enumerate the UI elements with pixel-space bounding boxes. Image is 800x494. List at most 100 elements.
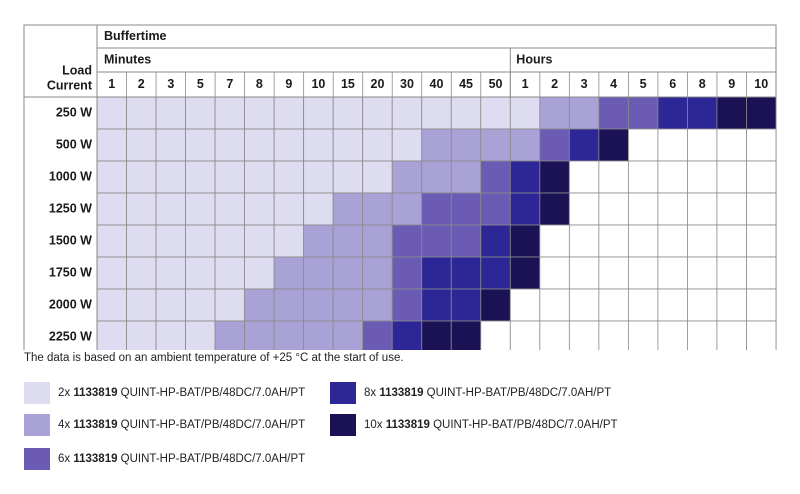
row-label-2: 500 W <box>56 137 92 151</box>
cell-4-21 <box>687 192 718 226</box>
cell-3-22 <box>716 160 747 194</box>
cell-7-23 <box>746 288 777 322</box>
row-label-5: 1500 W <box>49 233 92 247</box>
cell-1-13 <box>450 96 482 130</box>
cell-1-1 <box>96 96 127 130</box>
cell-7-9 <box>332 288 364 322</box>
cell-7-10 <box>362 288 393 322</box>
cell-6-4 <box>185 256 216 290</box>
cell-4-10 <box>362 192 393 226</box>
row-header-load: Load <box>62 63 92 77</box>
cell-2-22 <box>716 128 747 162</box>
col-label-4: 5 <box>197 77 204 91</box>
cell-5-11 <box>391 224 423 258</box>
cell-1-20 <box>657 96 688 130</box>
cell-1-14 <box>480 96 511 130</box>
cell-4-12 <box>421 192 452 226</box>
cell-3-3 <box>155 160 186 194</box>
cell-6-17 <box>568 256 600 290</box>
row-label-6: 1750 W <box>49 265 92 279</box>
legend-swatch-10x <box>330 414 356 436</box>
col-label-14: 50 <box>489 77 503 91</box>
cell-8-2 <box>126 320 157 350</box>
row-label-8: 2250 W <box>49 329 92 343</box>
legend-swatch-2x <box>24 382 50 404</box>
col-label-11: 30 <box>400 77 414 91</box>
cell-5-18 <box>598 224 629 258</box>
cell-3-5 <box>214 160 246 194</box>
cell-1-22 <box>716 96 747 130</box>
cell-7-8 <box>303 288 334 322</box>
cell-1-6 <box>244 96 275 130</box>
cell-6-11 <box>391 256 423 290</box>
col-label-21: 8 <box>699 77 706 91</box>
legend-item-2x: 2x 1133819 QUINT-HP-BAT/PB/48DC/7.0AH/PT <box>24 382 305 404</box>
cell-7-18 <box>598 288 629 322</box>
cell-8-6 <box>244 320 275 350</box>
cell-3-11 <box>391 160 423 194</box>
cell-7-2 <box>126 288 157 322</box>
legend-item-10x: 10x 1133819 QUINT-HP-BAT/PB/48DC/7.0AH/P… <box>330 414 618 436</box>
cell-6-2 <box>126 256 157 290</box>
cell-2-5 <box>214 128 246 162</box>
cell-8-14 <box>480 320 511 350</box>
cell-2-12 <box>421 128 452 162</box>
cell-1-9 <box>332 96 364 130</box>
cell-3-9 <box>332 160 364 194</box>
cell-8-4 <box>185 320 216 350</box>
row-label-1: 250 W <box>56 105 92 119</box>
cell-2-20 <box>657 128 688 162</box>
col-label-7: 9 <box>285 77 292 91</box>
cell-4-6 <box>244 192 275 226</box>
cell-5-8 <box>303 224 334 258</box>
cell-3-13 <box>450 160 482 194</box>
cell-2-16 <box>539 128 570 162</box>
cell-1-15 <box>509 96 541 130</box>
cell-4-16 <box>539 192 570 226</box>
cell-7-12 <box>421 288 452 322</box>
row-label-7: 2000 W <box>49 297 92 311</box>
cell-1-5 <box>214 96 246 130</box>
cell-1-10 <box>362 96 393 130</box>
hours-label: Hours <box>516 52 552 66</box>
cell-3-21 <box>687 160 718 194</box>
cell-8-20 <box>657 320 688 350</box>
cell-6-5 <box>214 256 246 290</box>
col-label-1: 1 <box>108 77 115 91</box>
cell-2-4 <box>185 128 216 162</box>
cell-5-9 <box>332 224 364 258</box>
cell-6-23 <box>746 256 777 290</box>
cell-6-21 <box>687 256 718 290</box>
buffertime-title: Buffertime <box>104 29 167 43</box>
cell-7-5 <box>214 288 246 322</box>
cell-6-14 <box>480 256 511 290</box>
cell-7-1 <box>96 288 127 322</box>
cell-6-22 <box>716 256 747 290</box>
cell-6-1 <box>96 256 127 290</box>
cell-4-20 <box>657 192 688 226</box>
cell-2-23 <box>746 128 777 162</box>
cell-1-12 <box>421 96 452 130</box>
cell-6-18 <box>598 256 629 290</box>
cell-4-2 <box>126 192 157 226</box>
cell-8-10 <box>362 320 393 350</box>
legend-label-10x: 10x 1133819 QUINT-HP-BAT/PB/48DC/7.0AH/P… <box>364 419 618 431</box>
cell-1-8 <box>303 96 334 130</box>
legend-item-8x: 8x 1133819 QUINT-HP-BAT/PB/48DC/7.0AH/PT <box>330 382 611 404</box>
cell-4-22 <box>716 192 747 226</box>
cell-6-13 <box>450 256 482 290</box>
legend-label-2x: 2x 1133819 QUINT-HP-BAT/PB/48DC/7.0AH/PT <box>58 387 306 399</box>
cell-5-19 <box>627 224 659 258</box>
cell-8-18 <box>598 320 629 350</box>
cell-8-9 <box>332 320 364 350</box>
cell-7-11 <box>391 288 423 322</box>
cell-3-14 <box>480 160 511 194</box>
cell-3-18 <box>598 160 629 194</box>
legend-item-6x: 6x 1133819 QUINT-HP-BAT/PB/48DC/7.0AH/PT <box>24 448 305 470</box>
cell-3-23 <box>746 160 777 194</box>
cell-5-10 <box>362 224 393 258</box>
cell-5-16 <box>539 224 570 258</box>
cell-8-13 <box>450 320 482 350</box>
cell-6-20 <box>657 256 688 290</box>
cell-2-8 <box>303 128 334 162</box>
